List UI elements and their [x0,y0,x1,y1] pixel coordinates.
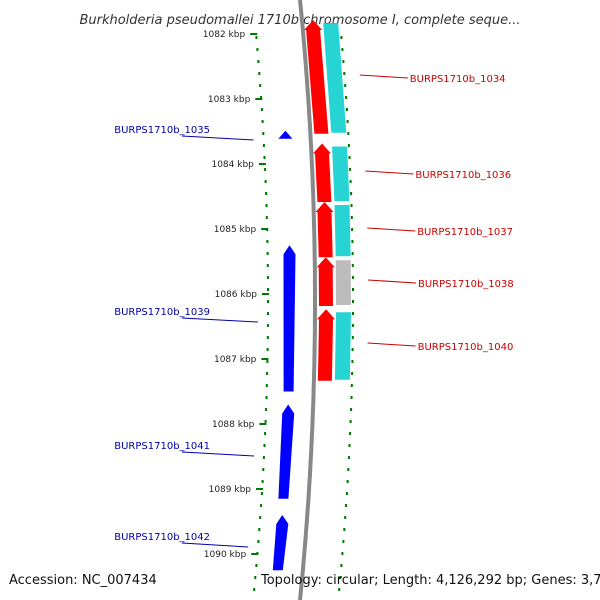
kbp-tick-label: 1086 kbp [215,290,258,300]
right-gene-leader [367,227,416,232]
left-gene-label[interactable]: BURPS1710b_1041 [114,441,210,452]
right-gene-leader [359,74,408,79]
forward-gene-arrow[interactable] [317,309,335,381]
left-gene-label[interactable]: BURPS1710b_1042 [114,532,210,543]
left-gene-leader [181,542,249,548]
left-gene-leader [181,451,255,457]
reverse-gene-arrow[interactable] [283,245,296,392]
right-gene-label[interactable]: BURPS1710b_1034 [410,74,506,85]
right-gene-label[interactable]: BURPS1710b_1040 [418,342,514,353]
kbp-tick-label: 1085 kbp [214,225,257,235]
topology-label: Topology: circular; Length: 4,126,292 bp… [261,573,600,588]
right-gene-label[interactable]: BURPS1710b_1038 [418,279,514,290]
left-gene-leader [181,135,254,141]
left-gene-label[interactable]: BURPS1710b_1035 [114,125,210,136]
right-gene-label[interactable]: BURPS1710b_1036 [415,170,511,181]
inner-dotted-ring [253,36,269,591]
track-layer [253,0,354,600]
kbp-tick-label: 1090 kbp [204,550,247,560]
right-gene-leader [365,170,414,175]
forward-gene-arrow[interactable] [315,202,334,258]
left-gene-label[interactable]: BURPS1710b_1039 [114,307,210,318]
backbone-arc [298,0,317,600]
forward-gene-arrow[interactable] [313,143,332,203]
gene-layer [272,20,335,571]
right-gene-label[interactable]: BURPS1710b_1037 [417,227,513,238]
outer-dotted-ring [338,36,354,591]
kbp-tick-label: 1089 kbp [209,485,252,495]
cds-band [332,146,350,201]
forward-gene-arrow[interactable] [316,257,335,306]
kbp-tick-label: 1084 kbp [211,160,254,170]
tick-layer: 1082 kbp 1083 kbp 1084 kbp 1085 kbp 1086 kbp… [203,30,269,560]
kbp-tick-label: 1088 kbp [212,420,255,430]
cds-band [323,23,347,133]
label-layer: BURPS1710b_1035 BURPS1710b_1039 BURPS1710b… [114,74,514,548]
reverse-gene-arrow[interactable] [278,130,293,139]
cds-band [334,312,351,380]
kbp-tick-label: 1083 kbp [208,95,251,105]
right-gene-leader [367,279,417,284]
cds-band [335,260,351,305]
left-gene-leader [181,317,258,323]
cds-band [334,205,351,257]
right-gene-leader [367,342,416,347]
kbp-tick-label: 1087 kbp [214,355,257,365]
reverse-gene-arrow[interactable] [278,404,295,499]
reverse-gene-arrow[interactable] [272,515,289,571]
kbp-tick-label: 1082 kbp [203,30,246,40]
accession-label: Accession: NC_007434 [9,573,157,588]
forward-gene-arrow[interactable] [304,20,329,134]
